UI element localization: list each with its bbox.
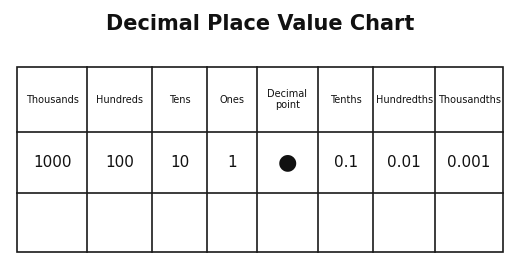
Text: Tens: Tens	[169, 95, 191, 104]
Text: Decimal Place Value Chart: Decimal Place Value Chart	[106, 14, 414, 34]
Text: 0.1: 0.1	[334, 155, 358, 170]
Text: ●: ●	[278, 152, 297, 172]
Bar	[17, 67, 503, 252]
Text: 0.01: 0.01	[387, 155, 421, 170]
Text: 1: 1	[227, 155, 237, 170]
Text: 10: 10	[170, 155, 189, 170]
Text: 1000: 1000	[33, 155, 71, 170]
Text: Hundreds: Hundreds	[96, 95, 143, 104]
Text: Thousandths: Thousandths	[437, 95, 501, 104]
Text: Hundredths: Hundredths	[376, 95, 433, 104]
Text: Ones: Ones	[219, 95, 244, 104]
Text: 0.001: 0.001	[447, 155, 491, 170]
Text: Tenths: Tenths	[330, 95, 362, 104]
Text: 100: 100	[105, 155, 134, 170]
Text: Decimal
point: Decimal point	[267, 89, 307, 110]
Text: Thousands: Thousands	[25, 95, 79, 104]
